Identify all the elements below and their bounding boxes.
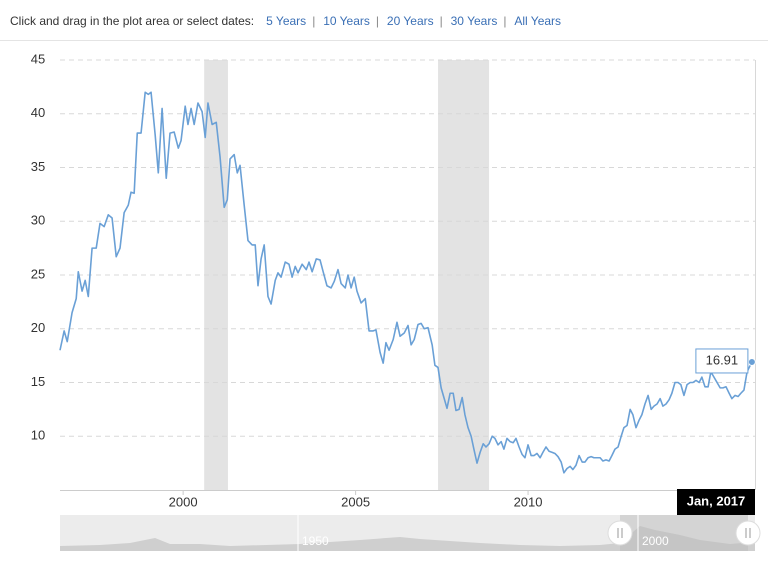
y-tick-label: 15 xyxy=(31,374,45,389)
range-links: 5 Years | 10 Years | 20 Years | 30 Years | All Y… xyxy=(266,14,561,28)
handle-grip xyxy=(745,528,751,538)
tooltip-box xyxy=(695,348,749,374)
recession-band xyxy=(438,60,490,490)
y-tick-label: 20 xyxy=(31,320,45,335)
x-tick-label: 2000 xyxy=(169,494,198,509)
data-line xyxy=(59,91,753,474)
link-separator: | xyxy=(503,14,506,28)
y-tick-label: 35 xyxy=(31,159,45,174)
navigator-area xyxy=(60,526,755,551)
range-link[interactable]: 20 Years xyxy=(387,14,434,28)
navigator-label: 2000 xyxy=(642,534,669,548)
navigator-label: 1950 xyxy=(302,534,329,548)
range-link[interactable]: 5 Years xyxy=(266,14,306,28)
navigator xyxy=(60,515,761,551)
x-tick-label: 2010 xyxy=(514,494,543,509)
y-tick-label: 10 xyxy=(31,428,45,443)
range-link[interactable]: 10 Years xyxy=(323,14,370,28)
end-marker xyxy=(747,357,756,366)
navigator-selection[interactable] xyxy=(620,515,748,551)
y-tick-label: 40 xyxy=(31,105,45,120)
crosshair-label: Jan, 2017 xyxy=(687,493,746,508)
range-link[interactable]: All Years xyxy=(514,14,561,28)
toolbar-prompt: Click and drag in the plot area or selec… xyxy=(10,14,254,28)
y-tick-label: 30 xyxy=(31,213,45,228)
range-link[interactable]: 30 Years xyxy=(451,14,498,28)
plot-area: 10 15 20 25 30 35 40 45 2000 2005 2010 16.91 Jan, 20… xyxy=(31,51,756,516)
y-tick-label: 45 xyxy=(31,51,45,66)
link-separator: | xyxy=(376,14,379,28)
toolbar xyxy=(0,0,768,40)
x-tick-label: 2005 xyxy=(341,494,370,509)
y-tick-label: 25 xyxy=(31,266,45,281)
tooltip-value: 16.91 xyxy=(706,352,739,367)
link-separator: | xyxy=(312,14,315,28)
navigator-handle-left[interactable] xyxy=(607,520,633,546)
handle-grip xyxy=(617,528,623,538)
crosshair-label-box xyxy=(677,489,755,516)
navigator-handle-right[interactable] xyxy=(735,520,761,546)
link-separator: | xyxy=(440,14,443,28)
